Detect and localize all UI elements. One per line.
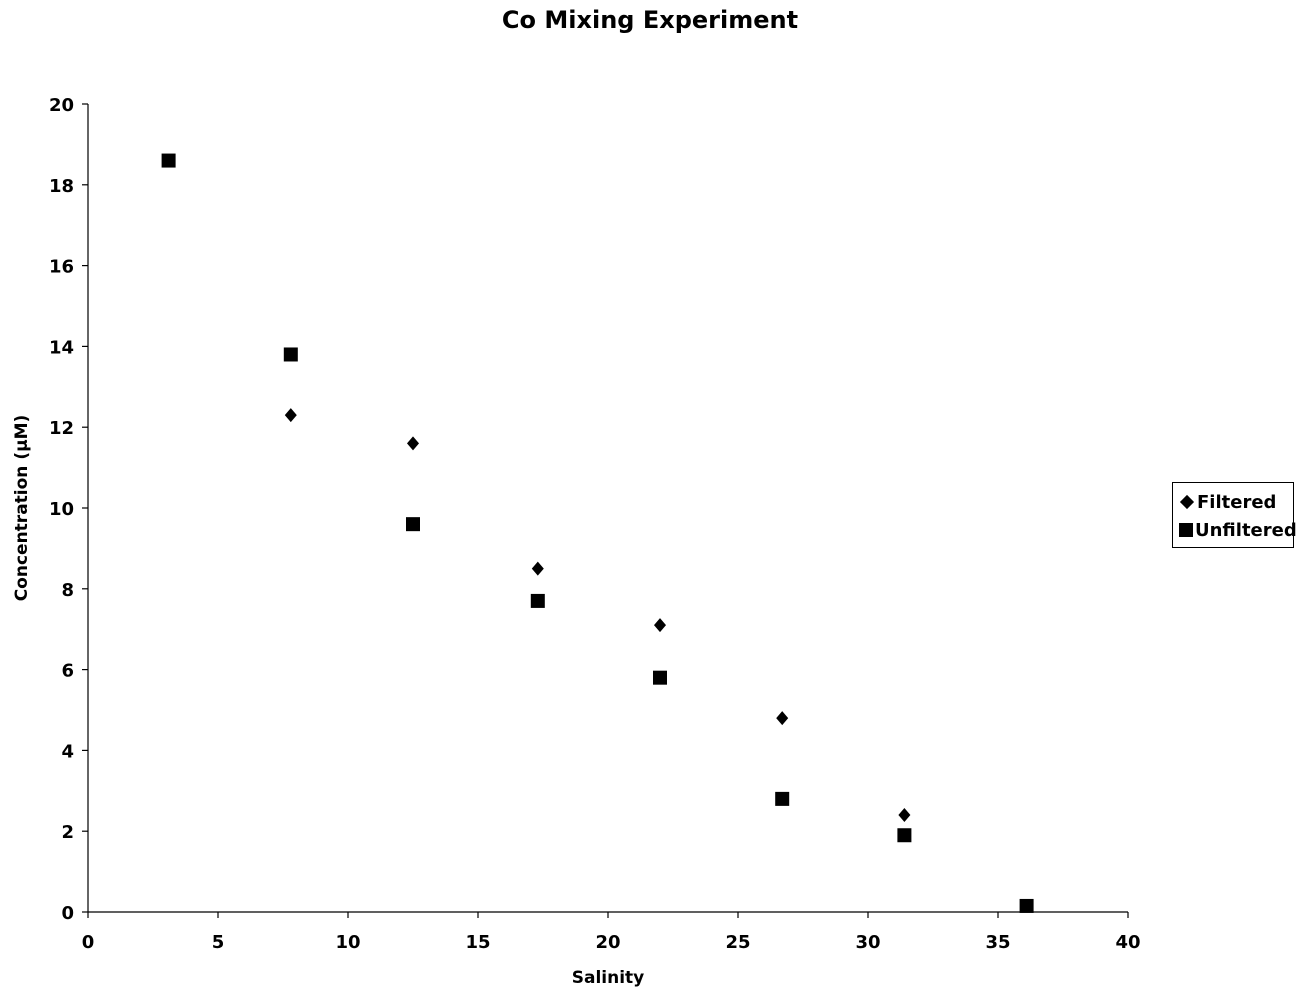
x-tick-label: 0 [82,932,95,953]
x-axis-label: Salinity [571,968,645,988]
y-tick-label: 18 [49,176,74,197]
legend-label-unfiltered: Unfiltered [1195,519,1297,541]
y-tick-label: 14 [49,337,74,358]
filtered-point [531,561,544,576]
y-tick-label: 16 [49,257,74,278]
diamond-marker-icon [1179,494,1195,510]
y-tick-label: 12 [49,418,74,439]
x-tick-label: 5 [212,932,225,953]
x-tick-label: 40 [1115,932,1140,953]
y-tick-label: 20 [49,95,74,116]
filtered-point [776,711,789,726]
filtered-point [898,808,911,823]
legend: Filtered Unfiltered [1172,482,1297,548]
y-tick-label: 0 [61,903,74,924]
unfiltered-point [283,347,298,362]
axes [87,104,1128,913]
unfiltered-point [653,670,667,685]
filtered-point [407,436,419,451]
x-tick-label: 20 [595,932,620,953]
y-axis-label: Concentration (μM) [12,414,32,602]
y-tick-label: 10 [49,499,74,520]
unfiltered-point [897,828,912,843]
y-tick-label: 6 [61,661,74,682]
y-tick-label: 8 [61,580,74,601]
x-tick-label: 15 [465,932,490,953]
x-tick-label: 35 [985,932,1010,953]
y-tick-label: 2 [61,822,74,843]
legend-label-filtered: Filtered [1197,491,1277,513]
filtered-point [284,408,297,423]
unfiltered-point [530,593,545,608]
x-tick-label: 25 [725,932,750,953]
ticks: 0 2 4 6 8 10 12 14 16 18 20 0 5 10 15 20 25 30 35 40 [49,95,1141,953]
legend-item-filtered: Filtered [1179,488,1293,516]
unfiltered-point [406,517,420,532]
unfiltered-point [161,153,176,168]
square-marker-icon [1179,522,1193,538]
unfiltered-point [1019,898,1034,913]
x-tick-label: 30 [855,932,880,953]
unfiltered-point [775,791,790,806]
x-tick-label: 10 [335,932,360,953]
data-points [161,153,1034,913]
chart-title: Co Mixing Experiment [501,6,799,34]
y-tick-label: 4 [61,741,74,762]
legend-item-unfiltered: Unfiltered [1179,516,1297,544]
filtered-point [654,618,666,633]
